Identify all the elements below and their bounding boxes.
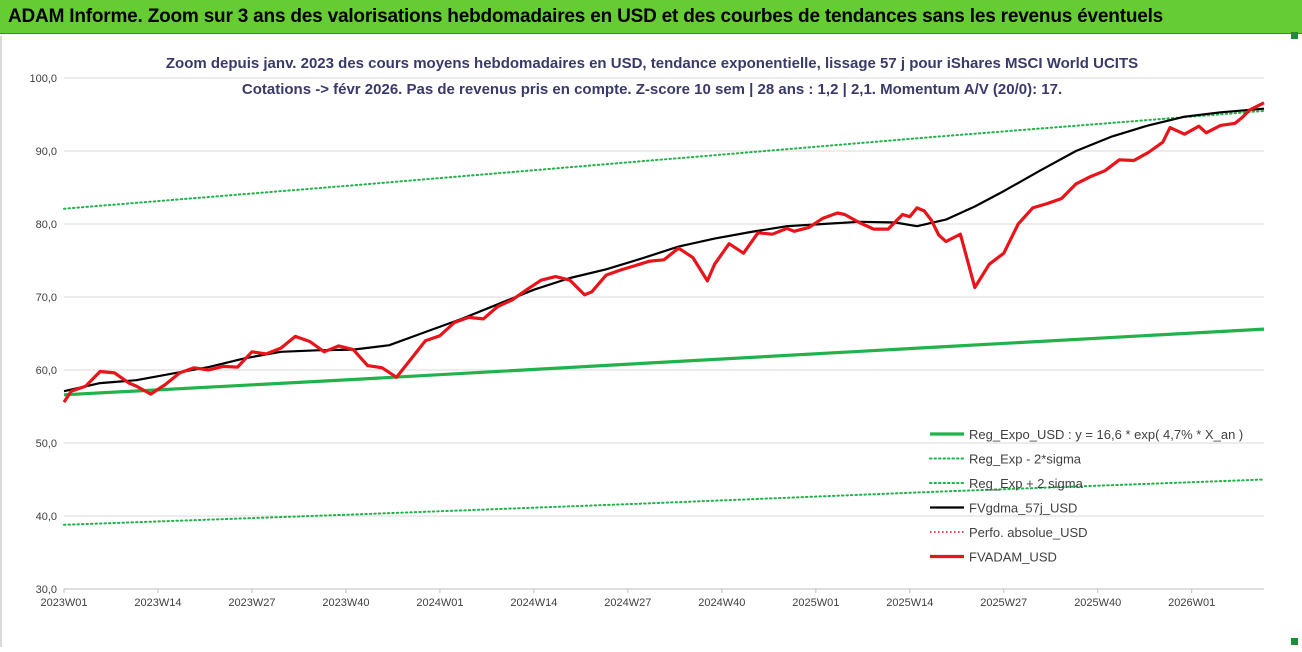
y-tick-label: 50,0 [36, 438, 57, 450]
y-tick-label: 100,0 [29, 73, 57, 85]
x-tick-label: 2025W27 [980, 597, 1027, 609]
x-tick-label: 2026W01 [1168, 597, 1215, 609]
series-line-reg-exp [63, 478, 1265, 526]
legend-label: Perfo. absolue_USD [969, 525, 1088, 540]
y-tick-label: 70,0 [36, 292, 57, 304]
legend-label: Reg_Exp + 2 sigma [969, 476, 1084, 491]
x-tick-label: 2024W27 [604, 597, 651, 609]
chart-svg: Zoom depuis janv. 2023 des cours moyens … [29, 55, 1265, 609]
x-tick-label: 2023W40 [322, 597, 369, 609]
x-tick-label: 2025W01 [792, 597, 839, 609]
selection-handle-top-right [1291, 32, 1298, 39]
report-title: ADAM Informe. Zoom sur 3 ans des valoris… [8, 6, 1164, 27]
grid [64, 77, 1264, 590]
x-tick-label: 2024W01 [416, 597, 463, 609]
x-tick-label: 2024W40 [698, 597, 745, 609]
x-tick-label: 2023W01 [40, 597, 87, 609]
y-tick-label: 90,0 [36, 146, 57, 158]
series-lines [62, 101, 1265, 526]
x-tick-label: 2025W14 [886, 597, 933, 609]
x-tick-label: 2023W14 [134, 597, 181, 609]
chart-title-line2: Cotations -> févr 2026. Pas de revenus p… [242, 81, 1062, 98]
series-line-reg-expo-usd [63, 327, 1265, 397]
legend-label: FVgdma_57j_USD [969, 501, 1077, 516]
legend-label: Reg_Expo_USD : y = 16,6 * exp( 4,7% * X_… [969, 427, 1243, 442]
chart-title-line1: Zoom depuis janv. 2023 des cours moyens … [166, 55, 1138, 72]
chart-container: Zoom depuis janv. 2023 des cours moyens … [0, 36, 1302, 647]
y-tick-label: 30,0 [36, 584, 57, 596]
report-banner: ADAM Informe. Zoom sur 3 ans des valoris… [0, 0, 1302, 34]
series-line-reg-exp [63, 109, 1265, 210]
legend-label: FVADAM_USD [969, 550, 1057, 565]
y-tick-label: 40,0 [36, 511, 57, 523]
y-tick-label: 60,0 [36, 365, 57, 377]
x-tick-label: 2025W40 [1074, 597, 1121, 609]
axes: 30,0 40,0 50,0 60,0 70,0 80,0 90,0 100,0 2023W01… [29, 73, 1264, 609]
x-tick-label: 2024W14 [510, 597, 557, 609]
y-tick-label: 80,0 [36, 219, 57, 231]
legend: Reg_Expo_USD : y = 16,6 * exp( 4,7% * X_… [929, 427, 1243, 565]
legend-label: Reg_Exp - 2*sigma [969, 452, 1082, 467]
x-tick-label: 2023W27 [228, 597, 275, 609]
selection-handle-bottom-right [1291, 638, 1298, 645]
series-line-fvadam-usd [62, 101, 1265, 403]
